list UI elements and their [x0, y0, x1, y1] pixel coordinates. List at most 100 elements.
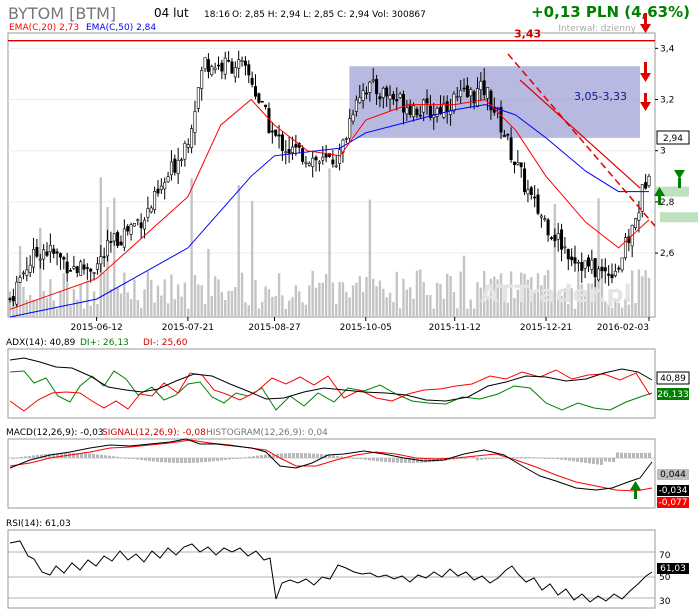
- volume-bar: [617, 302, 620, 317]
- volume-bar: [432, 308, 435, 317]
- macd-hist-bar: [92, 454, 95, 458]
- volume-bar: [398, 308, 402, 317]
- volume-bar: [610, 308, 614, 317]
- macd-hist-bar: [196, 458, 199, 463]
- volume-bar: [382, 288, 385, 317]
- volume-bar: [25, 299, 29, 317]
- volume-bar: [230, 290, 234, 317]
- volume-bar: [493, 276, 496, 317]
- candle-body: [95, 263, 99, 270]
- volume-bar: [8, 291, 12, 317]
- macd-hist-bar: [504, 457, 507, 459]
- macd-hist-bar: [244, 457, 247, 459]
- macd-hist-bar: [428, 458, 431, 463]
- volume-bar: [345, 291, 348, 317]
- volume-bar: [59, 290, 62, 317]
- volume-bar: [590, 283, 594, 317]
- candle-body: [637, 212, 641, 221]
- macd-hist-bar: [224, 458, 227, 460]
- candle-body: [422, 99, 426, 113]
- candle-body: [143, 219, 147, 230]
- candle-body: [45, 251, 49, 256]
- volume-bar: [123, 272, 126, 317]
- volume-bar: [106, 207, 109, 317]
- candle-body: [512, 161, 516, 166]
- macd-hist-bar: [632, 452, 635, 458]
- macd-hist-bar: [452, 458, 455, 460]
- arrow-down-icon: [640, 62, 651, 82]
- candle-body: [159, 185, 163, 190]
- macd-hist-bar: [524, 457, 527, 459]
- candle-body: [553, 234, 557, 242]
- volume-bar: [193, 275, 197, 317]
- volume-bar: [402, 278, 405, 317]
- volume-bar: [267, 289, 271, 317]
- macd-hist-bar: [144, 458, 147, 461]
- candle-body: [401, 93, 405, 113]
- candle-body: [132, 222, 136, 227]
- candle-body: [173, 158, 177, 173]
- candle-body: [516, 162, 520, 165]
- candle-body: [597, 268, 601, 281]
- volume-bar: [298, 291, 301, 317]
- candle-body: [502, 134, 506, 137]
- volume-bar: [318, 282, 321, 317]
- volume-bar: [556, 299, 560, 317]
- volume-bar: [274, 295, 277, 317]
- macd-hist-bar: [588, 458, 591, 464]
- volume-bar: [291, 297, 294, 317]
- support-band-2: [660, 212, 698, 223]
- candle-body: [509, 137, 513, 160]
- volume-bar: [425, 295, 429, 317]
- volume-bar: [459, 271, 462, 317]
- y-tick-label: 3,4: [660, 44, 675, 54]
- candle-body: [206, 59, 210, 72]
- volume-bar: [520, 272, 523, 317]
- ohlc-readout: O: 2,85 H: 2,94 L: 2,85 C: 2,94 Vol: 300…: [232, 10, 426, 20]
- macd-hist-bar: [572, 458, 575, 462]
- y-tick-label: 3: [660, 147, 666, 157]
- candle-body: [58, 253, 62, 258]
- macd-hist-bar: [60, 453, 63, 458]
- candle-body: [344, 138, 348, 140]
- volume-bar: [577, 271, 580, 317]
- macd-hist-bar: [500, 457, 503, 459]
- volume-bar: [116, 287, 119, 317]
- candle-body: [573, 257, 577, 264]
- macd-hist-bar: [536, 457, 539, 459]
- macd-hist-bar: [620, 452, 623, 458]
- macd-hist-bar: [40, 454, 43, 458]
- candle-body: [62, 257, 66, 260]
- volume-bar: [573, 308, 577, 317]
- macd-hist-bar: [204, 458, 207, 463]
- candle-body: [55, 251, 59, 254]
- macd-hist-bar: [348, 457, 351, 459]
- x-tick-label: 2015-11-12: [429, 323, 481, 333]
- volume-bar: [173, 299, 176, 317]
- volume-bar: [42, 290, 45, 317]
- candle-body: [75, 266, 79, 273]
- volume-bar: [335, 304, 338, 317]
- volume-bar: [203, 304, 207, 317]
- volume-bar: [429, 294, 432, 317]
- macd-signal-line: [9, 439, 653, 492]
- macd-hist-bar: [528, 457, 531, 459]
- candle-body: [593, 258, 597, 278]
- candle-body: [576, 261, 580, 264]
- volume-bar: [533, 292, 536, 317]
- macd-hist-bar: [532, 457, 535, 459]
- candle-body: [21, 272, 25, 275]
- volume-bar: [143, 289, 146, 317]
- volume-bar: [39, 227, 42, 317]
- candle-body: [529, 187, 533, 195]
- volume-bar: [136, 300, 139, 317]
- legend-ema20: EMA(C,20) 2,73: [9, 23, 79, 33]
- macd-hist-bar: [256, 455, 259, 458]
- candle-body: [408, 105, 412, 115]
- macd-hist-bar: [12, 458, 15, 459]
- y-tick-label: 3,2: [660, 96, 674, 106]
- volume-bar: [210, 295, 213, 317]
- volume-bar: [126, 292, 129, 317]
- macd-hist-bar: [304, 453, 307, 458]
- volume-bar: [503, 285, 506, 317]
